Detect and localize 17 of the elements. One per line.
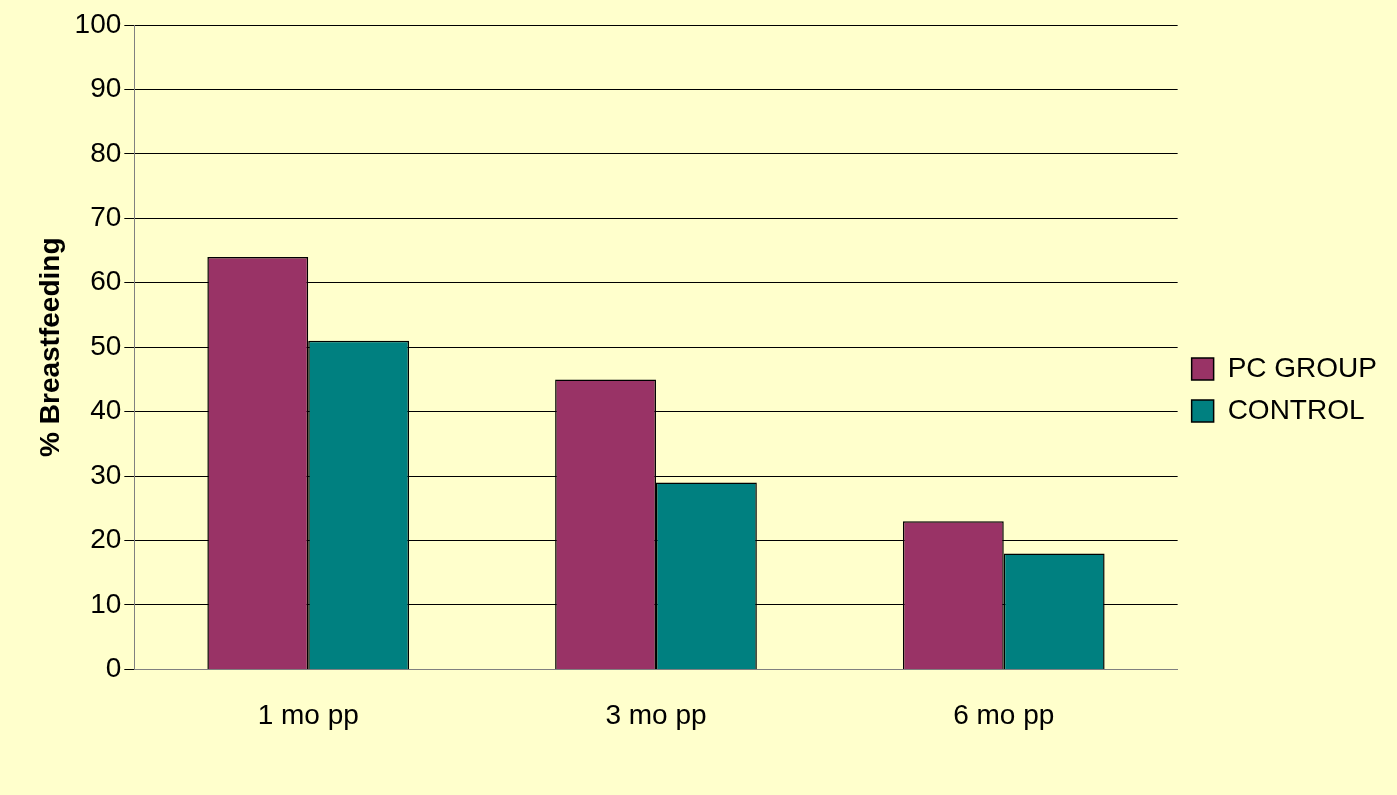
y-tick-label: 80 xyxy=(90,136,122,168)
y-tick-label: 30 xyxy=(90,458,122,490)
x-tick-label: 1 mo pp xyxy=(257,698,359,730)
legend-label: PC GROUP xyxy=(1227,351,1378,383)
legend-label: CONTROL xyxy=(1227,393,1365,425)
y-tick-label: 20 xyxy=(90,523,122,555)
y-axis-title: % Breastfeeding xyxy=(33,237,65,457)
y-tick-label: 10 xyxy=(90,587,122,619)
y-tick-label: 0 xyxy=(105,652,122,684)
y-tick-label: 90 xyxy=(90,72,122,104)
x-tick-label: 6 mo pp xyxy=(953,698,1055,730)
y-tick-label: 40 xyxy=(90,394,122,426)
y-tick-label: 60 xyxy=(90,265,122,297)
y-tick-label: 70 xyxy=(90,201,122,233)
y-tick-label: 100 xyxy=(74,7,122,39)
y-tick-label: 50 xyxy=(90,329,122,361)
x-tick-label: 3 mo pp xyxy=(605,698,707,730)
